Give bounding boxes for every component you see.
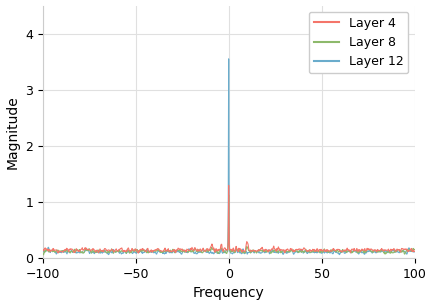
Y-axis label: Magnitude: Magnitude	[6, 95, 19, 169]
Layer 8	[412, 248, 417, 251]
Layer 4	[136, 251, 141, 255]
Layer 8	[139, 248, 144, 252]
Layer 12	[409, 248, 414, 252]
Layer 4	[40, 249, 45, 252]
Layer 12	[90, 251, 95, 254]
Line: Layer 8: Layer 8	[43, 195, 415, 255]
Line: Layer 4: Layer 4	[43, 185, 415, 253]
Layer 4	[276, 246, 281, 250]
Layer 12	[276, 252, 281, 255]
Line: Layer 12: Layer 12	[43, 59, 415, 255]
Layer 4	[210, 243, 215, 247]
Layer 8	[276, 249, 281, 252]
Layer 12	[226, 57, 231, 61]
Layer 4	[226, 184, 231, 187]
Layer 8	[95, 249, 100, 252]
Layer 12	[210, 251, 215, 255]
Layer 8	[40, 252, 45, 255]
Layer 8	[41, 253, 46, 257]
X-axis label: Frequency: Frequency	[193, 286, 264, 300]
Layer 12	[138, 248, 143, 252]
Layer 4	[95, 248, 100, 252]
Layer 12	[95, 250, 100, 254]
Layer 12	[40, 250, 45, 254]
Layer 8	[226, 193, 231, 197]
Legend: Layer 4, Layer 8, Layer 12: Layer 4, Layer 8, Layer 12	[308, 12, 408, 73]
Layer 12	[337, 253, 342, 256]
Layer 4	[412, 250, 417, 253]
Layer 8	[409, 250, 414, 253]
Layer 4	[139, 248, 144, 252]
Layer 12	[412, 250, 417, 254]
Layer 4	[90, 248, 95, 252]
Layer 4	[409, 248, 414, 251]
Layer 8	[91, 249, 96, 253]
Layer 8	[210, 248, 215, 251]
